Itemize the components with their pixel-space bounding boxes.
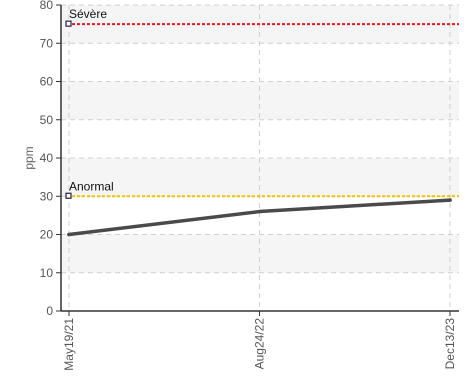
threshold-lines <box>65 20 459 199</box>
data-series <box>67 198 452 237</box>
threshold-marker <box>65 192 72 199</box>
chart-labels: 0 10 20 30 40 50 60 70 80 Sévère Anormal May19/21 Au… <box>22 0 457 371</box>
y-tick-label: 60 <box>40 75 54 89</box>
x-tick-label: Dec13/23 <box>443 318 457 370</box>
chart-axes <box>56 4 459 316</box>
threshold-marker <box>65 20 72 27</box>
data-point <box>67 232 71 237</box>
y-tick-label: 0 <box>46 304 53 318</box>
y-tick-label: 20 <box>40 228 54 242</box>
y-tick-label: 50 <box>40 113 54 127</box>
x-tick-label: May19/21 <box>62 318 76 371</box>
y-tick-label: 80 <box>40 0 54 12</box>
y-axis-title: ppm <box>22 146 36 169</box>
x-tick-label: Aug24/22 <box>253 318 267 370</box>
data-point <box>257 209 262 214</box>
y-tick-label: 10 <box>40 266 54 280</box>
data-point <box>448 198 452 202</box>
threshold-label: Sévère <box>69 7 107 21</box>
y-tick-label: 30 <box>40 189 54 203</box>
y-tick-label: 70 <box>40 36 54 50</box>
y-tick-label: 40 <box>40 151 54 165</box>
threshold-label: Anormal <box>69 179 114 193</box>
